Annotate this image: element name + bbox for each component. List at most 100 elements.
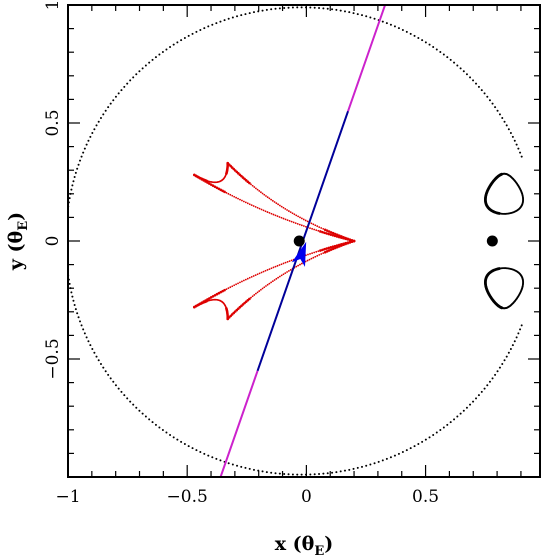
y-tick-label: −0.5 [43, 338, 63, 379]
critical-curve-point [79, 320, 82, 323]
x-tick-label: −1 [55, 487, 80, 507]
critical-curve-point [144, 415, 147, 418]
caustic-point [270, 267, 273, 270]
critical-curve-point [72, 299, 75, 302]
critical-curve-point [300, 473, 303, 476]
critical-curve-point [318, 6, 321, 9]
caustic-point [256, 188, 259, 191]
critical-curve-point [339, 9, 342, 12]
caustic-point [250, 183, 252, 186]
critical-curve-point [74, 308, 77, 311]
critical-curve-point [515, 143, 518, 146]
critical-curve-point [158, 53, 161, 56]
critical-curve-point [87, 139, 90, 142]
caustic-point [318, 226, 321, 228]
critical-curve-point [199, 28, 202, 31]
critical-curve-point [385, 457, 388, 460]
critical-curve-point [373, 17, 376, 20]
critical-curve-point [187, 445, 190, 448]
critical-curve-point [265, 471, 268, 474]
caustic-point [204, 180, 207, 183]
caustic-point [215, 186, 219, 190]
critical-curve-point [89, 135, 92, 138]
caustic-point [348, 240, 352, 244]
critical-curve-point [483, 387, 486, 390]
critical-curve-point [74, 171, 77, 174]
caustic-point [248, 181, 251, 185]
caustic-point [282, 273, 285, 276]
critical-curve-point [138, 70, 141, 73]
critical-curve-lobe-point [521, 193, 524, 196]
caustic-point [266, 269, 269, 271]
caustic-point [213, 293, 217, 297]
critical-curve-point [343, 469, 346, 472]
caustic-point [256, 206, 259, 209]
critical-curve-point [199, 451, 202, 454]
caustic-point [286, 271, 288, 273]
caustic-point [265, 285, 267, 287]
critical-curve-point [496, 109, 499, 112]
critical-curve-point [154, 56, 157, 59]
caustic-point [208, 182, 211, 185]
critical-curve-point [377, 460, 380, 463]
critical-curve-point [117, 387, 120, 390]
critical-curve-point [148, 61, 151, 64]
critical-curve-point [517, 147, 520, 150]
critical-curve-point [97, 359, 100, 362]
critical-curve-point [360, 465, 363, 468]
caustic-point [271, 280, 274, 283]
caustic-point [280, 205, 283, 208]
caustic-point [219, 188, 223, 192]
critical-curve-point [123, 85, 126, 88]
critical-curve-point [453, 61, 456, 64]
caustic-point [294, 222, 297, 225]
caustic-point [209, 296, 213, 299]
critical-curve-point [151, 58, 154, 61]
critical-curve-point [369, 463, 372, 466]
caustic-point [342, 236, 345, 240]
critical-curve-point [80, 324, 83, 327]
lens-marker [486, 235, 498, 247]
caustic-point [335, 235, 339, 238]
critical-curve-point [195, 449, 198, 452]
caustic-point [204, 299, 207, 302]
caustic-point [319, 230, 322, 233]
critical-curve-point [274, 472, 277, 475]
caustic-point [309, 227, 311, 230]
caustic-point [258, 190, 261, 192]
caustic-point [284, 261, 287, 264]
caustic-point [251, 184, 254, 187]
caustic-point [329, 233, 333, 236]
critical-curve-point [494, 106, 497, 109]
caustic-point [274, 265, 277, 268]
y-tick-label: 0 [43, 236, 63, 247]
critical-curve-point [165, 431, 168, 434]
critical-curve-point [172, 43, 175, 46]
critical-curve-point [475, 82, 478, 85]
critical-curve-point [424, 41, 427, 44]
critical-curve-point [114, 384, 117, 387]
critical-curve-point [300, 6, 303, 9]
critical-curve-point [339, 470, 342, 473]
critical-curve-point [109, 377, 112, 380]
critical-curve-point [154, 423, 157, 426]
critical-curve-point [93, 128, 96, 131]
caustic-point [313, 251, 316, 254]
critical-curve-point [503, 359, 506, 362]
caustic-point [258, 207, 261, 210]
trajectory-outer-segment [219, 370, 259, 477]
axis-ticks [67, 4, 540, 478]
critical-curve-point [477, 85, 480, 88]
critical-curve-point [215, 22, 218, 25]
critical-curve-point [511, 344, 514, 347]
critical-curve-point [520, 155, 523, 158]
critical-curve-point [102, 366, 105, 369]
caustic-point [217, 187, 221, 191]
caustic-point [219, 290, 223, 294]
critical-curve-point [99, 117, 102, 120]
caustic-point [241, 199, 243, 202]
critical-curve-point [335, 8, 338, 11]
source-arrow [291, 241, 307, 267]
critical-curve-point [459, 67, 462, 70]
caustic-point [276, 215, 279, 218]
